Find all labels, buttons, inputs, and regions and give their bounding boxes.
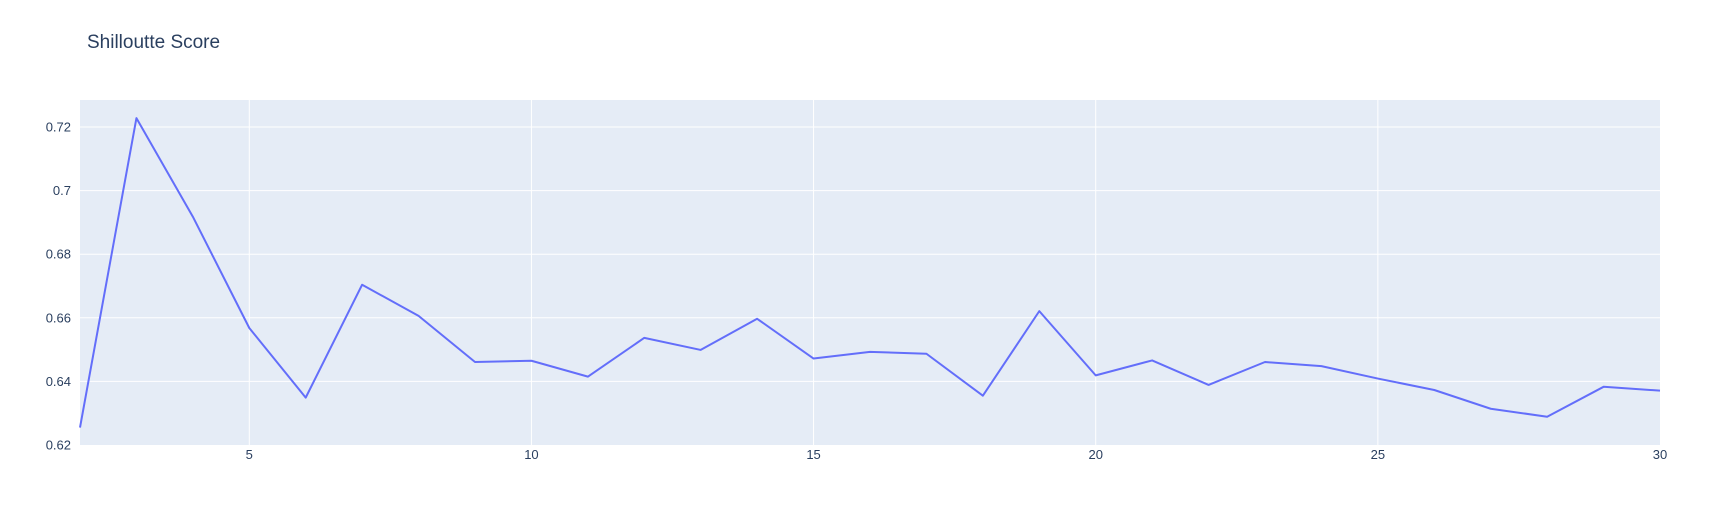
y-tick-label: 0.62 xyxy=(46,438,71,453)
x-tick-label: 25 xyxy=(1371,447,1385,462)
x-tick-label: 20 xyxy=(1088,447,1102,462)
y-tick-label: 0.66 xyxy=(46,310,71,325)
series-layer xyxy=(79,117,1661,428)
y-tick-label: 0.68 xyxy=(46,247,71,262)
grid-lines xyxy=(80,100,1660,445)
y-tick-label: 0.64 xyxy=(46,374,71,389)
series-line xyxy=(79,117,1661,428)
x-tick-label: 10 xyxy=(524,447,538,462)
chart-title: Shilloutte Score xyxy=(87,32,221,53)
y-tick-label: 0.7 xyxy=(53,183,71,198)
tick-labels: 0.62 0.64 0.66 0.68 0.7 0.72 5 10 15 20 25 30 xyxy=(46,120,1668,462)
x-tick-label: 30 xyxy=(1653,447,1667,462)
y-tick-label: 0.72 xyxy=(46,120,71,135)
x-tick-label: 15 xyxy=(806,447,820,462)
x-tick-label: 5 xyxy=(246,447,253,462)
plot-area xyxy=(80,100,1660,445)
